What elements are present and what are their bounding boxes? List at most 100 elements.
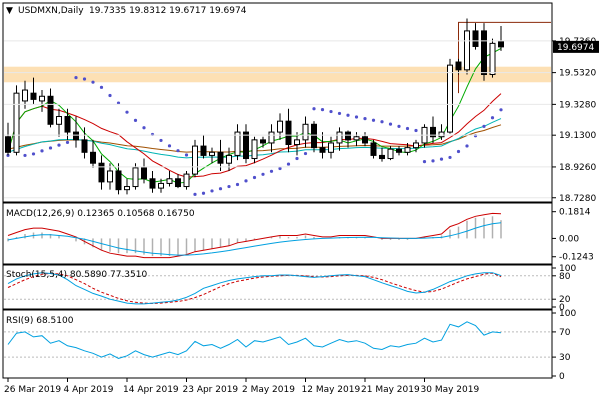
price-header-symbol: USDMXN,Daily [18, 6, 84, 16]
candle-body [217, 151, 224, 164]
candle-body [209, 151, 215, 156]
sar-dot [286, 162, 291, 166]
sar-dot [278, 166, 282, 171]
candle-body [81, 139, 88, 153]
price-axis: 19.736019.532019.328019.130018.926018.72… [4, 37, 599, 204]
sar-dot [201, 191, 206, 195]
sar-dot [482, 124, 486, 128]
price-tick-label: 19.3280 [559, 100, 596, 110]
candle-body [149, 178, 156, 189]
sar-dot [193, 192, 197, 196]
candle-body [311, 123, 317, 149]
x-tick-label: 2 May 2019 [242, 385, 295, 395]
candle-body [353, 136, 360, 141]
candle-body [22, 89, 28, 102]
x-tick-label: 12 May 2019 [302, 385, 361, 395]
candle-body [277, 120, 283, 133]
rsi-panel-frame [2, 309, 553, 379]
stoch-panel-frame [2, 264, 553, 310]
rsi-line [7, 321, 502, 359]
candle-body [370, 142, 377, 156]
sar-dot [431, 159, 435, 163]
candle-body [362, 136, 368, 144]
sar-dot [346, 113, 350, 117]
rsi-tick-label: 100 [559, 309, 576, 319]
candle-body [56, 116, 62, 125]
candle-body [396, 148, 402, 153]
candle-body [30, 92, 37, 100]
current-price-tag [553, 40, 599, 53]
candle-body [455, 61, 462, 71]
x-tick-label: 26 Mar 2019 [4, 385, 61, 395]
sar-dot [414, 128, 418, 133]
sar-dot [218, 187, 223, 191]
x-axis: 26 Mar 2019 4 Apr 2019 14 Apr 2019 23 Apr 2… [4, 378, 479, 395]
candle-body [158, 182, 164, 189]
candle-body [404, 147, 411, 153]
sar-dot [23, 153, 27, 158]
sar-dot [490, 116, 495, 120]
macd-label: MACD(12,26,9) 0.12365 0.10568 0.16750 [6, 209, 195, 219]
rsi-tick-label: 70 [559, 328, 571, 338]
x-tick-label: 23 Apr 2019 [183, 385, 239, 395]
sar-dot [74, 75, 78, 80]
price-panel-frame [2, 2, 553, 203]
candle-body [115, 170, 122, 191]
candle-body [328, 142, 334, 153]
sar-dot [261, 172, 265, 176]
candle-body [251, 139, 258, 160]
sar-dot [439, 157, 444, 161]
candles-layer [5, 18, 504, 195]
sar-dot [354, 115, 359, 119]
stoch-tick-label: 80 [559, 272, 571, 282]
sar-dot [405, 126, 410, 131]
resistance-zone [4, 66, 551, 83]
current-price-label: 19.6974 [557, 43, 594, 53]
macd-tick-label: 0.00 [559, 234, 579, 244]
candle-body [438, 131, 445, 138]
sar-dot [337, 111, 342, 116]
candle-body [39, 95, 45, 102]
sar-dot [320, 107, 325, 112]
sar-dot [448, 155, 452, 160]
rsi-layer: 100 70 30 0 [4, 309, 576, 382]
macd-tick-label: -0.1243 [559, 253, 594, 263]
sar-dot [473, 134, 478, 138]
price-tick-label: 18.9260 [559, 163, 596, 173]
sar-dot [99, 85, 104, 89]
sar-dot [133, 118, 138, 122]
sar-dot [312, 107, 316, 111]
rsi-label: RSI(9) 68.5100 [6, 316, 74, 326]
candle-body [498, 40, 504, 48]
sar-dot [184, 153, 189, 157]
sar-dot [244, 179, 248, 183]
candle-body [336, 131, 343, 144]
macd-signal-line [7, 222, 502, 256]
candle-body [260, 139, 266, 144]
sar-dot [252, 175, 257, 180]
sar-dot [82, 77, 87, 81]
sar-dot [125, 110, 129, 114]
sar-dot [329, 109, 333, 114]
candle-body [489, 42, 496, 75]
price-tick-label: 19.5320 [559, 69, 596, 79]
sar-dot [227, 184, 231, 189]
sar-dot [269, 169, 274, 173]
candle-body [302, 123, 309, 141]
candle-body [234, 131, 241, 156]
x-tick-label: 21 May 2019 [361, 385, 420, 395]
candle-body [243, 131, 249, 160]
sar-dot [65, 140, 70, 145]
stoch-signal-line [7, 272, 502, 305]
candle-body [430, 126, 436, 138]
sar-dot [142, 126, 146, 130]
parabolic-sar-layer [6, 75, 503, 196]
sar-dot [116, 101, 121, 105]
macd-panel-frame [2, 202, 553, 265]
sar-dot [108, 93, 112, 98]
sar-dot [57, 143, 61, 147]
candle-body [90, 151, 96, 164]
